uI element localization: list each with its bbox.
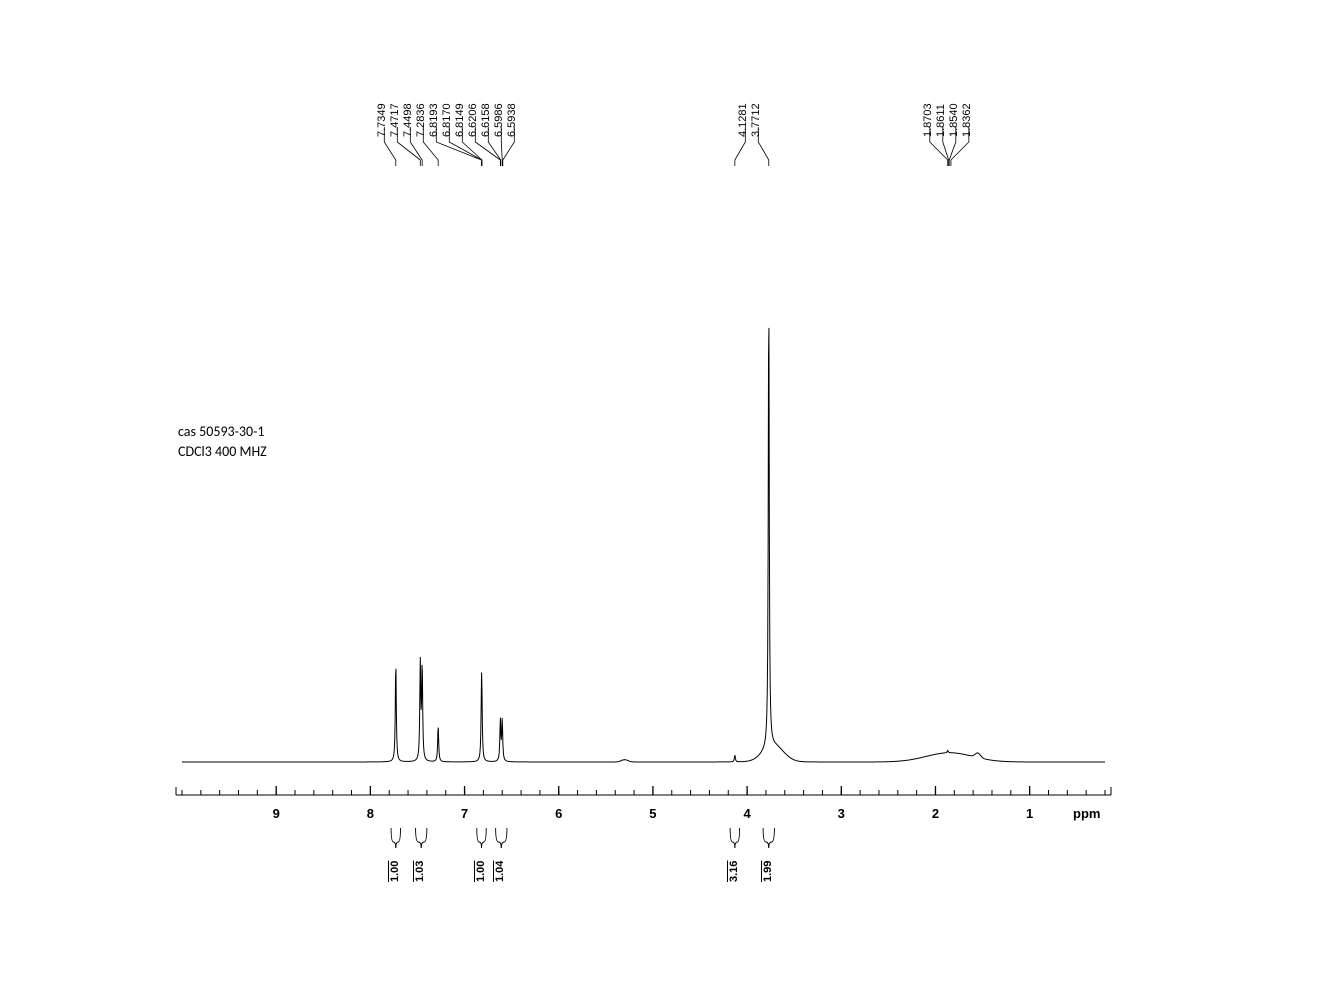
- integration-value: 3.16: [728, 861, 740, 882]
- integration-value: 1.03: [414, 861, 426, 882]
- svg-text:1: 1: [1026, 806, 1033, 821]
- peak-ppm-label: 6.5938: [506, 103, 518, 137]
- peak-ppm-label: 7.2836: [415, 103, 427, 137]
- svg-text:5: 5: [649, 806, 656, 821]
- peak-ppm-label: 4.1281: [737, 103, 749, 137]
- svg-text:8: 8: [367, 806, 374, 821]
- integration-value: 1.00: [389, 861, 401, 882]
- peak-ppm-label: 6.8149: [454, 103, 466, 137]
- peak-ppm-label: 6.8193: [428, 103, 440, 137]
- svg-text:3: 3: [838, 806, 845, 821]
- peak-ppm-label: 1.8540: [948, 103, 960, 137]
- peak-ppm-label: 1.8362: [961, 103, 973, 137]
- svg-text:2: 2: [932, 806, 939, 821]
- svg-text:7: 7: [461, 806, 468, 821]
- nmr-spectrum-container: cas 50593-30-1 CDCl3 400 MHZ 987654321pp…: [0, 0, 1344, 988]
- peak-ppm-label: 6.6206: [467, 103, 479, 137]
- peak-ppm-label: 3.7712: [750, 103, 762, 137]
- peak-ppm-label: 6.8170: [441, 103, 453, 137]
- svg-text:4: 4: [743, 806, 751, 821]
- svg-text:ppm: ppm: [1073, 806, 1100, 821]
- peak-ppm-label: 6.5986: [493, 103, 505, 137]
- spectrum-plot: 9 8 7 6 5 4 3 2 1 ppm: [0, 0, 1344, 988]
- integration-value: 1.99: [762, 861, 774, 882]
- integration-value: 1.04: [494, 861, 506, 882]
- peak-ppm-label: 6.6158: [480, 103, 492, 137]
- svg-text:6: 6: [555, 806, 562, 821]
- svg-text:9: 9: [273, 806, 280, 821]
- peak-ppm-label: 7.4498: [402, 103, 414, 137]
- peak-ppm-label: 1.8703: [922, 103, 934, 137]
- integration-value: 1.00: [475, 861, 487, 882]
- peak-ppm-label: 7.4717: [389, 103, 401, 137]
- peak-ppm-label: 1.8611: [935, 104, 947, 137]
- peak-ppm-label: 7.7349: [376, 103, 388, 137]
